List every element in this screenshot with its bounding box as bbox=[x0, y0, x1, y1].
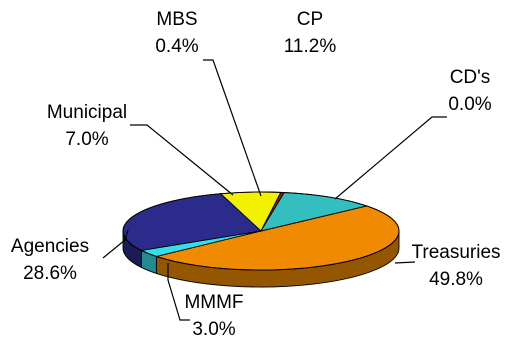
slice-name-agencies: Agencies bbox=[11, 236, 89, 257]
leader-line-cd-s bbox=[334, 116, 447, 200]
slice-name-cp: CP bbox=[297, 9, 323, 30]
slice-name-mbs: MBS bbox=[156, 9, 197, 30]
pie-top-rim bbox=[122, 191, 400, 271]
slice-name-municipal: Municipal bbox=[47, 102, 127, 123]
slice-name-mmmf: MMMF bbox=[184, 292, 243, 313]
slice-name-treasuries: Treasuries bbox=[411, 242, 500, 263]
leader-line-municipal bbox=[130, 124, 234, 196]
slice-percent-agencies: 28.6% bbox=[23, 263, 77, 284]
pie-top-faces bbox=[122, 191, 400, 271]
slice-percent-cp: 11.2% bbox=[284, 36, 337, 57]
leader-line-agencies bbox=[102, 229, 129, 259]
slice-name-cd-s: CD's bbox=[450, 67, 491, 88]
slice-percent-treasuries: 49.8% bbox=[429, 269, 483, 290]
slice-percent-municipal: 7.0% bbox=[65, 129, 108, 150]
leader-line-treasuries bbox=[394, 261, 416, 264]
slice-percent-mmmf: 3.0% bbox=[192, 319, 235, 340]
leader-line-mmmf bbox=[167, 263, 190, 321]
slice-percent-cd-s: 0.0% bbox=[448, 94, 491, 115]
pie-labels: Treasuries 49.8% MMMF 3.0% Agencies 28.6% Muni… bbox=[11, 9, 501, 340]
slice-percent-mbs: 0.4% bbox=[155, 36, 198, 57]
leader-line-mbs bbox=[203, 59, 262, 197]
